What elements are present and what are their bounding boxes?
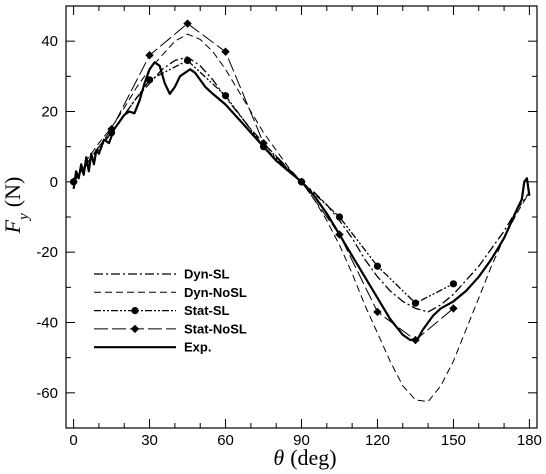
data-point (411, 299, 420, 307)
x-tick-label: 120 (365, 432, 390, 449)
x-tick-label: 90 (293, 432, 310, 449)
y-tick-label: 40 (41, 33, 58, 50)
data-point (373, 262, 382, 270)
data-point (449, 304, 458, 313)
legend-label: Stat-SL (184, 303, 230, 318)
legend-marker (130, 324, 140, 334)
x-tick-label: 60 (217, 432, 234, 449)
legend: Dyn-SL Dyn-NoSL Stat-SL Stat-NoSL Exp. (94, 267, 247, 355)
tick-labels: 0 30 60 90 120 150 180 -60 -40 -20 0 20 40 (36, 33, 542, 449)
series-layer (69, 19, 531, 403)
y-tick-label: -60 (36, 385, 58, 402)
series-stat-sl (69, 56, 458, 307)
plot-frame (65, 5, 538, 429)
data-point (183, 56, 192, 65)
x-tick-label: 150 (441, 432, 466, 449)
data-point (145, 76, 154, 84)
data-point (221, 92, 230, 100)
data-point (221, 47, 230, 56)
data-point (335, 213, 344, 221)
y-tick-label: -20 (36, 244, 58, 261)
legend-label: Dyn-NoSL (184, 285, 247, 300)
data-point (373, 307, 382, 317)
y-tick-label: -40 (36, 315, 58, 332)
y-axis-label: Fy(N) (0, 177, 32, 235)
x-axis-label: θ (deg) (273, 445, 336, 470)
data-point (107, 124, 116, 134)
legend-label: Dyn-SL (184, 267, 230, 282)
data-point (449, 280, 458, 288)
x-tick-label: 30 (141, 432, 158, 449)
series-exp- (72, 61, 531, 342)
x-tick-label: 180 (517, 432, 542, 449)
legend-label: Exp. (184, 340, 211, 355)
plot-border (65, 5, 538, 429)
series-stat-nosl (69, 19, 458, 345)
data-point (145, 51, 154, 60)
y-tick-label: 20 (41, 104, 58, 121)
x-tick-label: 0 (69, 432, 77, 449)
legend-marker (131, 307, 139, 315)
y-tick-label: 0 (50, 174, 58, 191)
legend-label: Stat-NoSL (184, 321, 247, 336)
data-point (183, 19, 192, 28)
axis-ticks (66, 5, 537, 429)
series-line (72, 61, 531, 342)
